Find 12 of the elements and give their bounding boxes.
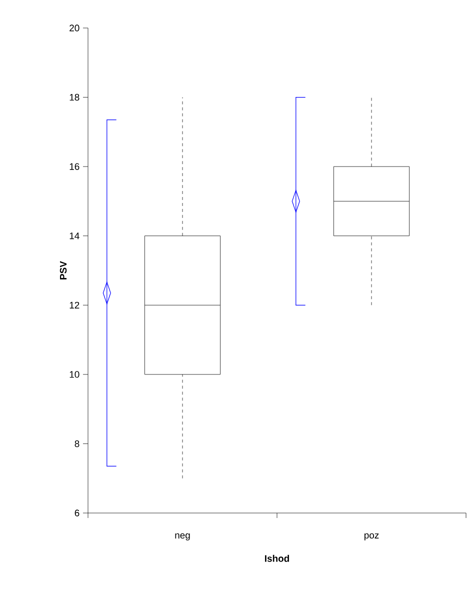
x-axis-title: Ishod: [265, 554, 289, 562]
y-tick-label: 12: [70, 302, 80, 308]
y-axis-title: PSV: [60, 261, 67, 280]
y-tick-label: 8: [74, 440, 80, 448]
y-tick-label: 6: [74, 510, 80, 516]
y-tick-label: 10: [70, 371, 80, 378]
x-tick-label: neg: [175, 533, 190, 540]
y-tick-label: 16: [70, 163, 80, 170]
x-tick-label: poz: [364, 533, 379, 540]
y-tick-label: 20: [70, 24, 80, 32]
y-tick-label: 14: [70, 232, 80, 240]
y-tick-label: 18: [70, 94, 80, 101]
